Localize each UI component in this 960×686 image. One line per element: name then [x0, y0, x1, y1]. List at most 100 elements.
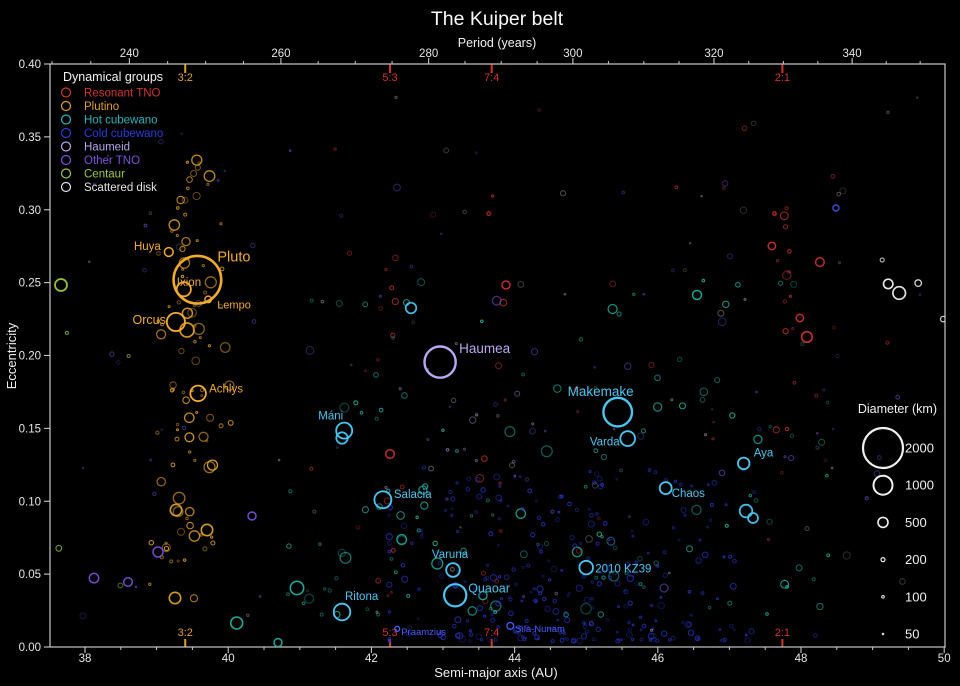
object-label-2010-kz39: 2010 KZ39 [595, 564, 651, 576]
data-point-cold [513, 626, 521, 634]
data-point-plutino [187, 307, 198, 318]
data-point-cold [551, 626, 556, 631]
top-tick-label: 340 [843, 48, 862, 60]
data-point-cold [582, 624, 588, 630]
data-point-hot_bright [738, 503, 754, 519]
data-point-cold [630, 637, 635, 642]
data-point-cold [578, 541, 583, 546]
data-point-cold [687, 629, 695, 636]
data-point-cold [744, 633, 748, 637]
data-point-cold [529, 590, 533, 594]
size-legend-title: Diameter (km) [858, 402, 937, 416]
data-point-other [671, 268, 675, 273]
data-point-scattered [700, 194, 703, 198]
data-point-cold [400, 563, 406, 568]
data-point-cold [590, 596, 594, 601]
data-point-cold [744, 637, 751, 644]
data-point-hot [540, 445, 553, 458]
data-point-hot [519, 550, 528, 559]
data-point-cold [400, 522, 408, 530]
data-point-other [522, 595, 525, 598]
data-point-cold [623, 604, 628, 609]
data-point-cold [496, 543, 501, 547]
data-point-cold [565, 637, 569, 641]
data-point-other [134, 585, 138, 589]
data-point-cold [718, 628, 722, 632]
data-point-plutino [192, 322, 205, 336]
data-point-plutino [200, 393, 204, 398]
data-point-cold [563, 610, 568, 615]
data-point-cold [499, 597, 504, 601]
data-point-resonant [775, 258, 780, 263]
data-point-cold [541, 574, 545, 578]
data-point-resonant [788, 294, 792, 298]
data-point-cold [706, 525, 710, 529]
data-point-hot [765, 612, 769, 616]
data-point-cold [387, 549, 392, 554]
data-point-plutino [206, 459, 219, 471]
data-point-cold [673, 479, 678, 484]
data-point-resonant [389, 285, 395, 291]
data-point-hot [789, 433, 795, 438]
data-point-plutino [210, 535, 214, 539]
data-point-cold [387, 639, 391, 643]
data-point-cold [465, 619, 470, 623]
data-point-cold [559, 637, 565, 643]
data-point-hot [652, 402, 663, 412]
size-legend-value-200: 200 [905, 552, 927, 567]
data-point-cold [620, 638, 624, 641]
data-point-cold [677, 538, 681, 542]
object-label-orcus: Orcus [133, 313, 166, 327]
data-point-hot [396, 511, 405, 520]
size-legend-value-500: 500 [905, 515, 927, 530]
data-point-cold [556, 618, 560, 622]
data-point-plutino [193, 339, 197, 344]
data-point-resonant [499, 298, 508, 307]
data-point-plutino [218, 303, 224, 309]
data-point-hot [327, 588, 332, 593]
object-circle-2010-kz39 [578, 559, 594, 576]
data-point-plutino [175, 233, 179, 238]
chart-title: The Kuiper belt [431, 8, 564, 30]
data-point-cold [562, 636, 566, 640]
data-point-cold [659, 595, 663, 599]
data-point-other [788, 454, 795, 462]
data-point-cold [607, 538, 611, 542]
data-point-hot [606, 536, 616, 546]
data-point-other [88, 572, 100, 584]
data-point-plutino [203, 460, 216, 474]
data-point-cold [495, 494, 503, 502]
data-point-cold [475, 476, 481, 483]
data-point-hot [818, 438, 826, 446]
data-point-cold [612, 570, 618, 576]
data-point-resonant [782, 299, 787, 304]
scatter-points [54, 95, 945, 647]
data-point-hot [359, 410, 364, 415]
data-point-cold [638, 615, 643, 619]
data-point-cold [650, 604, 653, 607]
data-point-cold [455, 529, 460, 534]
data-point-cold [700, 591, 705, 596]
data-point-cold [514, 582, 518, 587]
data-point-cold [708, 518, 713, 523]
data-point-cold [631, 623, 635, 627]
data-point-hot [583, 484, 588, 489]
data-point-plutino [181, 196, 189, 204]
data-point-hot [286, 543, 292, 549]
data-point-cold [530, 532, 536, 538]
data-point-resonant [823, 458, 828, 463]
data-point-cold [547, 578, 552, 582]
legend-marker-haumeid [60, 141, 72, 152]
data-point-cold [656, 564, 660, 568]
data-point-plutino [148, 539, 155, 546]
data-point-hot [653, 560, 659, 566]
data-point-other [788, 270, 792, 274]
data-point-hot [612, 545, 618, 551]
data-point-resonant [784, 206, 789, 211]
data-point-other [149, 458, 153, 462]
data-point-cold [711, 479, 718, 486]
data-point-cold [616, 605, 621, 609]
data-point-resonant [712, 420, 716, 424]
data-point-other [393, 183, 401, 192]
data-point-resonant [364, 369, 368, 373]
